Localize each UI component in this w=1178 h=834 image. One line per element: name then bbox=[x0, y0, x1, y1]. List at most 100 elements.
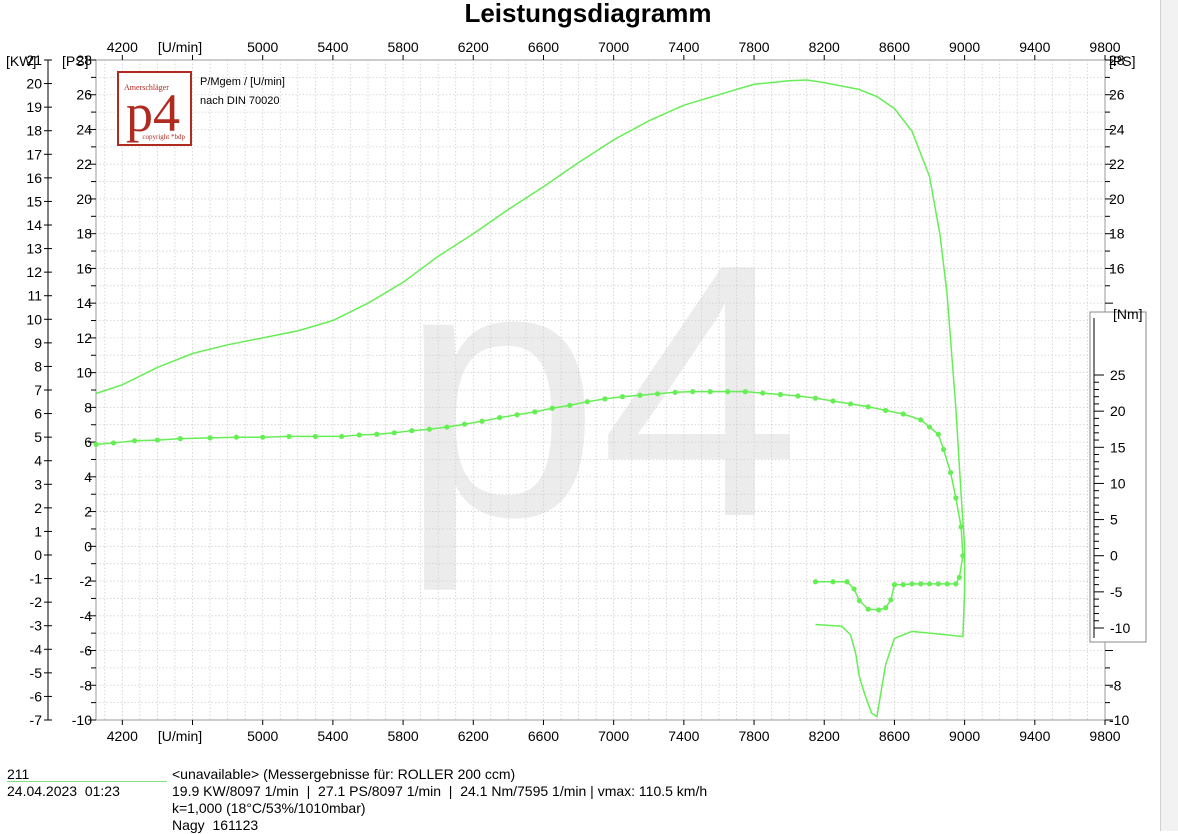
series-nm-point bbox=[260, 434, 266, 440]
ps-tick-label-left: -6 bbox=[80, 643, 93, 659]
nm-axis-box bbox=[1089, 311, 1147, 643]
series-nm-point bbox=[286, 433, 292, 440]
kw-tick-label: -4 bbox=[30, 641, 43, 657]
series-nm-point bbox=[956, 574, 962, 581]
kw-tick-label: 7 bbox=[34, 382, 42, 398]
x-tick-label-bottom: 9800 bbox=[1089, 728, 1120, 744]
x-tick-label-bottom: 7400 bbox=[668, 728, 699, 744]
kw-tick-label: 2 bbox=[34, 500, 42, 516]
series-nm-point bbox=[940, 446, 947, 453]
series-nm-point bbox=[514, 412, 520, 418]
series-nm-point bbox=[312, 433, 318, 440]
series-nm-point bbox=[876, 607, 882, 613]
kw-tick-label: 15 bbox=[26, 193, 42, 209]
series-nm-point bbox=[233, 434, 239, 440]
ps-tick-label-right: 28 bbox=[1109, 52, 1125, 68]
series-nm-point bbox=[935, 431, 941, 437]
ps-tick-label-right: 24 bbox=[1109, 121, 1125, 137]
logo-bottom-text: copyright *bdp bbox=[142, 133, 185, 141]
series-nm-point bbox=[844, 579, 850, 585]
ps-tick-label-right: -10 bbox=[1109, 712, 1129, 728]
nm-tick-label: 25 bbox=[1110, 367, 1126, 383]
ps-tick-label-left: -4 bbox=[80, 608, 93, 624]
ps-tick-label-right: -8 bbox=[1109, 677, 1122, 693]
series-nm-point bbox=[532, 409, 538, 415]
kw-tick-label: -2 bbox=[30, 594, 43, 610]
x-tick-label-top: 5400 bbox=[317, 39, 348, 55]
window-edge bbox=[1160, 0, 1178, 831]
series-nm-point bbox=[619, 394, 626, 400]
series-nm-point bbox=[444, 424, 450, 430]
grid bbox=[95, 59, 1106, 721]
series-nm-point bbox=[851, 586, 857, 592]
series-nm-point bbox=[707, 389, 713, 395]
ps-tick-label-right: 22 bbox=[1109, 156, 1125, 172]
series-nm-point bbox=[637, 392, 643, 398]
series-nm-point bbox=[900, 411, 906, 417]
series-nm-point bbox=[926, 581, 933, 587]
kw-tick-label: 8 bbox=[34, 358, 42, 374]
x-tick-label-bottom: 5000 bbox=[247, 728, 278, 744]
kw-tick-label: 0 bbox=[34, 547, 42, 563]
kw-tick-label: 6 bbox=[34, 406, 42, 422]
series-nm-point bbox=[909, 581, 915, 587]
series-nm-point bbox=[497, 415, 503, 421]
ps-tick-label-left: 26 bbox=[76, 87, 92, 103]
series-nm-point bbox=[865, 606, 871, 612]
series-nm-point bbox=[93, 441, 99, 447]
x-tick-label-bottom: 5400 bbox=[317, 728, 348, 744]
x-tick-label-top: 7400 bbox=[668, 39, 699, 55]
kw-tick-label: -7 bbox=[30, 712, 43, 728]
ps-tick-label-right: 20 bbox=[1109, 191, 1125, 207]
series-nm-point bbox=[549, 405, 555, 411]
legend-line-2: nach DIN 70020 bbox=[200, 95, 280, 107]
ps-tick-label-left: 6 bbox=[84, 434, 92, 450]
kw-tick-label: 14 bbox=[26, 217, 42, 233]
footer-divider bbox=[7, 781, 167, 782]
series-nm-point bbox=[830, 398, 836, 404]
kw-tick-label: 9 bbox=[34, 335, 42, 351]
kw-tick-label: 20 bbox=[26, 76, 42, 92]
x-tick-label-bottom: 7800 bbox=[738, 728, 769, 744]
series-nm-point bbox=[177, 436, 183, 442]
x-tick-label-top: 7000 bbox=[598, 39, 629, 55]
nm-tick-label: 10 bbox=[1110, 475, 1126, 491]
footer-line-2: 19.9 KW/8097 1/min | 27.1 PS/8097 1/min … bbox=[172, 783, 708, 799]
kw-tick-label: 21 bbox=[26, 52, 42, 68]
logo-mark: p4 bbox=[126, 83, 180, 143]
x-tick-label-top: 9800 bbox=[1089, 39, 1120, 55]
series-nm-point bbox=[690, 389, 696, 395]
ps-tick-label-left: -2 bbox=[80, 573, 93, 589]
ps-tick-label-left: 24 bbox=[76, 121, 92, 137]
nm-tick-label: 20 bbox=[1110, 403, 1126, 419]
kw-tick-label: 5 bbox=[34, 429, 42, 445]
ps-tick-label-left: 8 bbox=[84, 399, 92, 415]
ps-tick-label-left: 12 bbox=[76, 330, 92, 346]
footer-datetime: 24.04.2023 01:23 bbox=[7, 783, 120, 799]
ps-tick-label-left: 4 bbox=[84, 469, 92, 485]
series-nm-point bbox=[926, 424, 933, 430]
nm-tick-label: -5 bbox=[1110, 584, 1123, 600]
ps-tick-label-left: 0 bbox=[84, 538, 92, 554]
x-axis-label-top: [U/min] bbox=[158, 39, 202, 55]
series bbox=[93, 79, 966, 718]
ps-axis-label-left: [PS] bbox=[62, 53, 88, 69]
series-nm-point bbox=[154, 437, 161, 443]
ps-tick-label-right: 26 bbox=[1109, 87, 1125, 103]
x-tick-label-top: 5800 bbox=[388, 39, 419, 55]
footer-id: 211 bbox=[7, 766, 30, 782]
x-axis-label-bottom: [U/min] bbox=[158, 728, 202, 744]
series-nm-point bbox=[900, 582, 906, 588]
series-nm-point bbox=[888, 597, 894, 603]
chart-title: Leistungsdiagramm bbox=[464, 0, 711, 28]
ps-tick-label-left: 10 bbox=[76, 365, 92, 381]
kw-tick-label: 12 bbox=[26, 264, 42, 280]
footer-line-4: Nagy 161123 bbox=[172, 817, 259, 833]
ps-tick-label-left: 22 bbox=[76, 156, 92, 172]
series-nm-point bbox=[672, 389, 678, 395]
nm-axis-label: [Nm] bbox=[1113, 306, 1143, 322]
series-nm-point bbox=[830, 579, 836, 585]
x-tick-label-bottom: 7000 bbox=[598, 728, 629, 744]
kw-tick-label: 16 bbox=[26, 170, 42, 186]
kw-tick-label: 19 bbox=[26, 99, 42, 115]
